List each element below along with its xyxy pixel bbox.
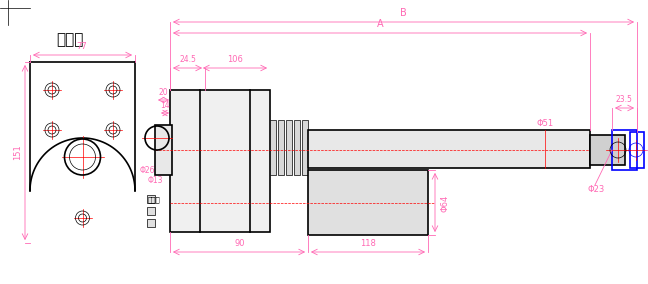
Text: Φ23: Φ23: [588, 185, 605, 195]
Bar: [302, 120, 308, 175]
Bar: [147, 219, 155, 227]
Text: A: A: [376, 19, 384, 29]
Bar: [170, 90, 270, 232]
Text: Φ13: Φ13: [148, 176, 163, 185]
Text: B: B: [400, 8, 407, 18]
Text: 77: 77: [76, 42, 87, 51]
Text: 20: 20: [158, 88, 168, 97]
Bar: [308, 130, 590, 168]
Bar: [308, 170, 428, 235]
Bar: [294, 120, 300, 175]
Bar: [155, 125, 172, 175]
Bar: [278, 120, 284, 175]
Text: Φ64: Φ64: [440, 194, 449, 212]
Text: 左视图: 左视图: [148, 197, 161, 203]
Bar: [612, 130, 637, 170]
Bar: [630, 132, 644, 168]
Bar: [147, 195, 155, 203]
Bar: [286, 120, 292, 175]
Bar: [270, 120, 276, 175]
Text: 24.5: 24.5: [179, 55, 196, 64]
Text: 23.5: 23.5: [616, 95, 632, 104]
Bar: [590, 135, 625, 165]
Text: 左视图: 左视图: [56, 32, 84, 47]
Bar: [147, 207, 155, 215]
Text: 14: 14: [160, 101, 170, 110]
Text: Φ26: Φ26: [140, 166, 156, 174]
Text: Φ51: Φ51: [537, 119, 553, 128]
Text: 106: 106: [227, 55, 243, 64]
Text: 118: 118: [360, 239, 376, 248]
Text: 151: 151: [14, 144, 23, 160]
Text: 90: 90: [235, 239, 245, 248]
